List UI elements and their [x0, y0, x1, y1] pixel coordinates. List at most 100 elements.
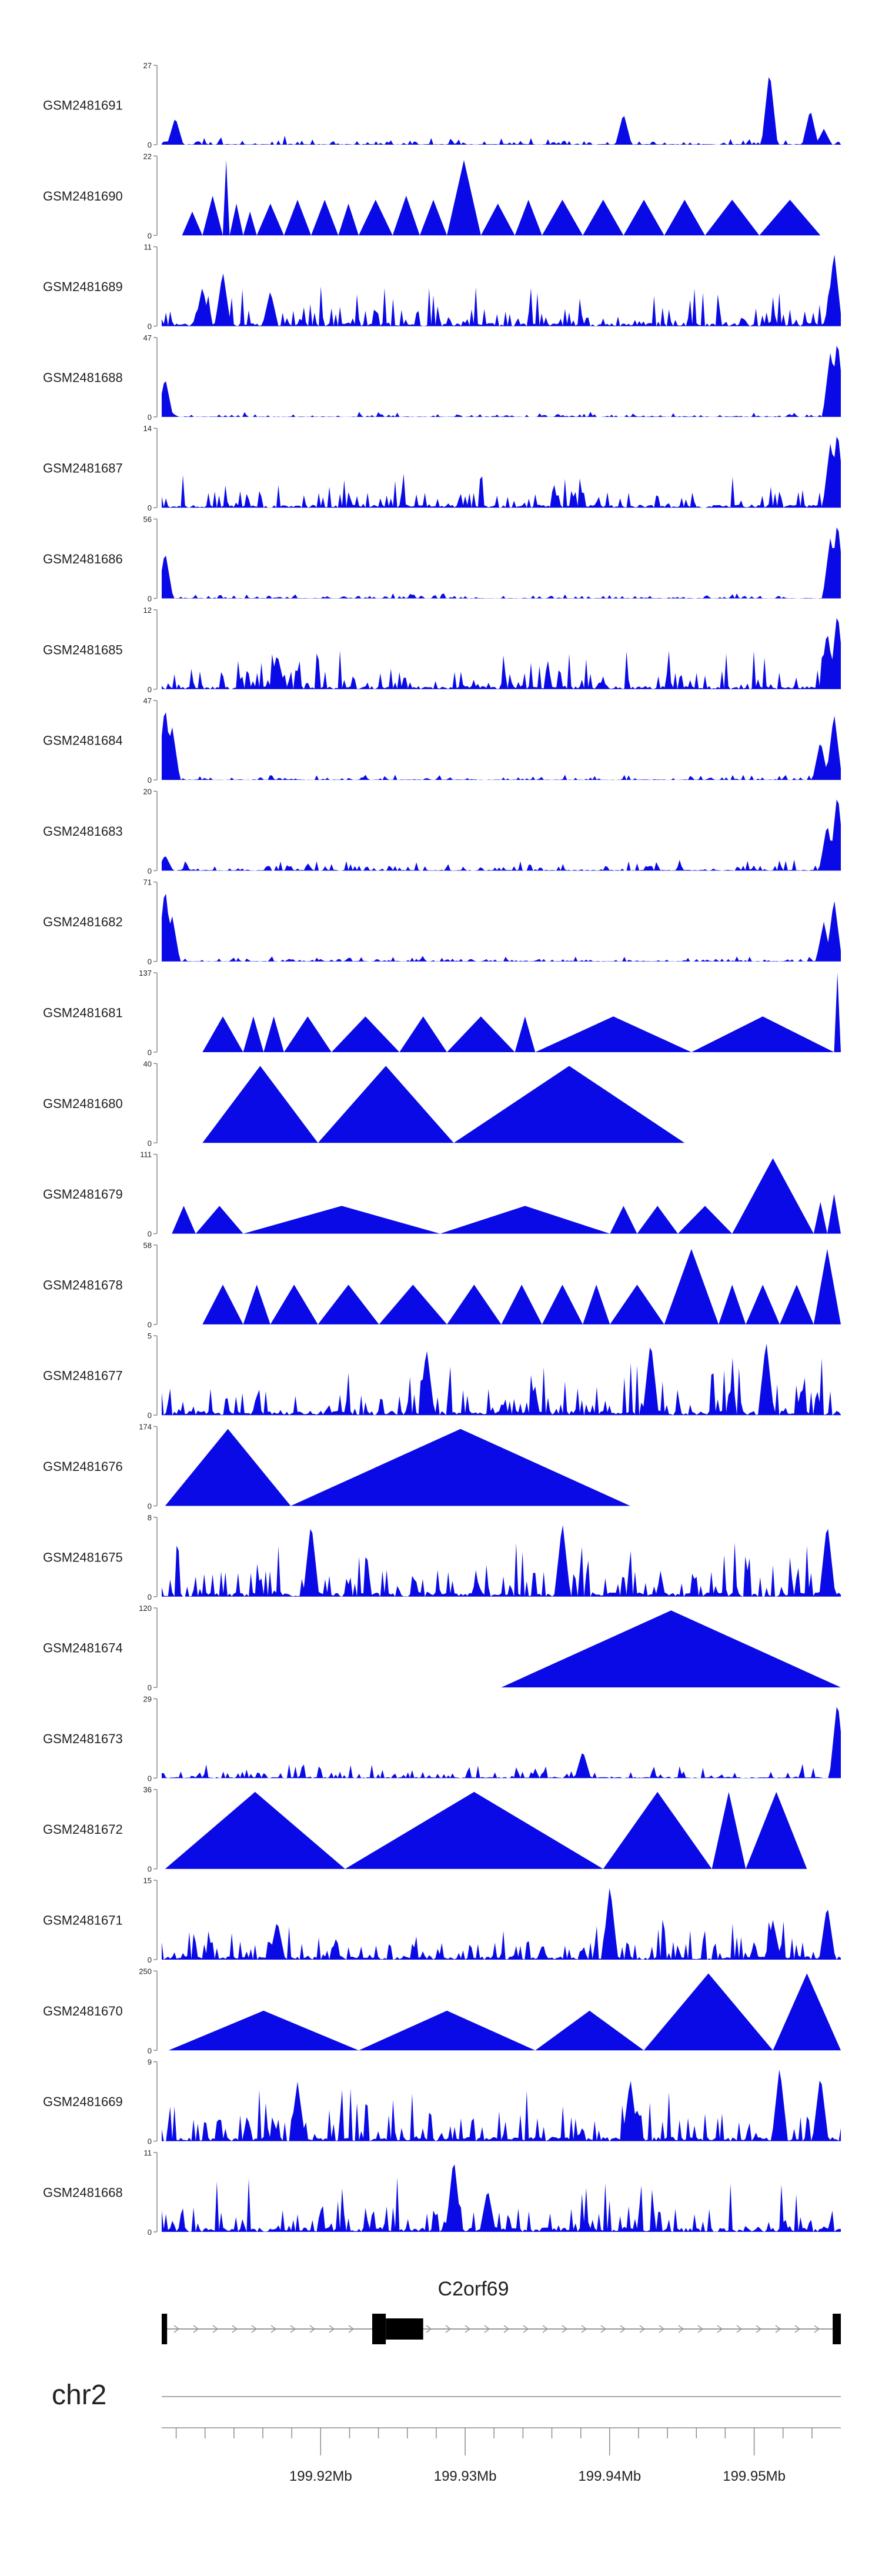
signal-track: GSM2481679 111 0 [43, 1150, 841, 1239]
signal-area [162, 2070, 841, 2141]
track-sample-label: GSM2481679 [43, 1187, 123, 1202]
strand-arrow [309, 2325, 316, 2333]
strand-arrow [814, 2325, 820, 2333]
track-sample-label: GSM2481687 [43, 461, 123, 476]
strand-arrow [756, 2325, 762, 2333]
track-ymin-label: 0 [148, 1048, 152, 1057]
track-ymin-label: 0 [148, 776, 152, 785]
strand-arrow [775, 2325, 781, 2333]
strand-arrow [717, 2325, 723, 2333]
track-sample-label: GSM2481674 [43, 1641, 123, 1656]
strand-arrow [794, 2325, 801, 2333]
track-ymin-label: 0 [148, 1411, 152, 1420]
strand-arrow [678, 2325, 684, 2333]
signal-track: GSM2481673 29 0 [43, 1694, 841, 1783]
axis-tick-label: 199.93Mb [434, 2468, 497, 2484]
strand-arrow [193, 2325, 199, 2333]
signal-area [162, 712, 841, 780]
track-ymin-label: 0 [148, 685, 152, 694]
strand-arrow [251, 2325, 258, 2333]
track-ymin-label: 0 [148, 1320, 152, 1329]
signal-track: GSM2481689 11 0 [43, 243, 841, 331]
track-sample-label: GSM2481669 [43, 2094, 123, 2109]
signal-area [162, 618, 841, 689]
track-ymax-label: 8 [148, 1513, 152, 1522]
signal-track: GSM2481669 9 0 [43, 2058, 841, 2146]
track-ymin-label: 0 [148, 1502, 152, 1511]
axis-tick-label: 199.95Mb [723, 2468, 786, 2484]
track-sample-label: GSM2481677 [43, 1369, 123, 1383]
track-sample-label: GSM2481688 [43, 370, 123, 385]
signal-track: GSM2481686 56 0 [43, 515, 841, 603]
track-sample-label: GSM2481689 [43, 279, 123, 294]
gene-exon [162, 2314, 168, 2344]
signal-track: GSM2481676 174 0 [43, 1423, 630, 1511]
strand-arrow [212, 2325, 219, 2333]
signal-track: GSM2481683 20 0 [43, 787, 841, 875]
signal-area [202, 1249, 841, 1324]
track-sample-label: GSM2481685 [43, 642, 123, 657]
track-sample-label: GSM2481684 [43, 733, 123, 748]
track-ymin-label: 0 [148, 1230, 152, 1239]
signal-tracks: GSM2481691270GSM2481690220GSM2481689110G… [43, 61, 841, 2237]
track-ymin-label: 0 [148, 1865, 152, 1874]
strand-arrow [173, 2325, 180, 2333]
track-ymin-label: 0 [148, 1956, 152, 1964]
chromosome-label: chr2 [52, 2380, 106, 2411]
strand-arrow [697, 2325, 704, 2333]
track-sample-label: GSM2481676 [43, 1459, 123, 1474]
track-ymin-label: 0 [148, 2228, 152, 2237]
strand-arrow [465, 2325, 471, 2333]
track-ymin-label: 0 [148, 413, 152, 422]
strand-arrow [581, 2325, 587, 2333]
gene-exon [372, 2314, 386, 2344]
track-sample-label: GSM2481680 [43, 1096, 123, 1111]
signal-track: GSM2481690 22 0 [43, 152, 821, 240]
track-ymax-label: 47 [143, 333, 152, 342]
track-ymax-label: 56 [143, 515, 152, 524]
strand-arrow [503, 2325, 510, 2333]
strand-arrow [659, 2325, 665, 2333]
strand-arrow [639, 2325, 646, 2333]
track-ymax-label: 174 [139, 1423, 152, 1432]
track-ymax-label: 29 [143, 1694, 152, 1703]
strand-arrow [542, 2325, 549, 2333]
track-sample-label: GSM2481672 [43, 1822, 123, 1837]
track-ymin-label: 0 [148, 1683, 152, 1692]
track-sample-label: GSM2481670 [43, 2004, 123, 2018]
track-ymin-label: 0 [148, 595, 152, 603]
signal-area [172, 1158, 841, 1234]
track-ymin-label: 0 [148, 231, 152, 240]
track-ymax-label: 40 [143, 1059, 152, 1068]
strand-arrow [270, 2325, 277, 2333]
track-ymax-label: 15 [143, 1876, 152, 1885]
track-sample-label: GSM2481690 [43, 189, 123, 203]
track-sample-label: GSM2481673 [43, 1731, 123, 1746]
signal-track: GSM2481684 47 0 [43, 696, 841, 785]
track-ymax-label: 14 [143, 424, 152, 433]
track-sample-label: GSM2481686 [43, 552, 123, 566]
track-ymax-label: 58 [143, 1241, 152, 1250]
signal-track: GSM2481685 12 0 [43, 606, 841, 694]
track-ymin-label: 0 [148, 2137, 152, 2146]
track-sample-label: GSM2481681 [43, 1006, 123, 1020]
track-ymax-label: 36 [143, 1786, 152, 1794]
track-ymax-label: 12 [143, 606, 152, 615]
track-ymax-label: 137 [139, 969, 152, 977]
signal-area [202, 973, 841, 1052]
strand-arrow [736, 2325, 743, 2333]
axis-tick-label: 199.94Mb [578, 2468, 641, 2484]
signal-track: GSM2481691 27 0 [43, 61, 841, 149]
track-ymin-label: 0 [148, 322, 152, 331]
track-ymax-label: 11 [144, 243, 152, 252]
signal-area [162, 255, 841, 326]
signal-track: GSM2481672 36 0 [43, 1786, 807, 1874]
track-sample-label: GSM2481675 [43, 1550, 123, 1564]
signal-area [165, 1791, 807, 1869]
gene-name-label: C2orf69 [438, 2278, 509, 2300]
signal-area [162, 1888, 841, 1960]
track-ymin-label: 0 [148, 957, 152, 966]
track-sample-label: GSM2481678 [43, 1277, 123, 1292]
track-ymax-label: 9 [148, 2058, 152, 2067]
signal-track: GSM2481674 120 0 [43, 1604, 841, 1692]
